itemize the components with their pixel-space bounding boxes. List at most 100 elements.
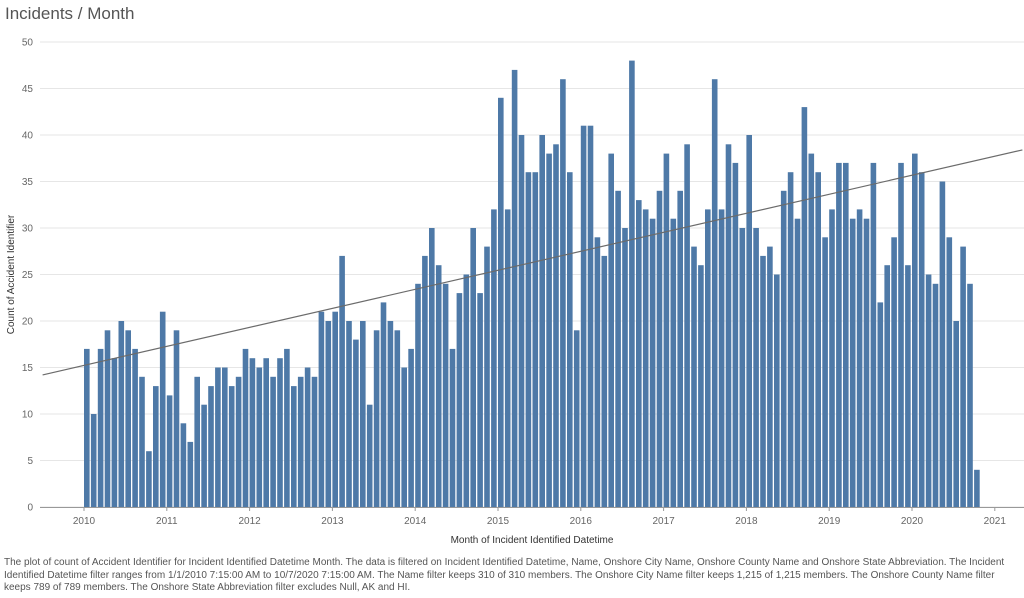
bar [353, 339, 359, 507]
bar [249, 358, 256, 507]
x-tick-label: 2018 [735, 516, 758, 527]
bar [587, 125, 594, 507]
bar [801, 107, 808, 507]
y-tick-label: 50 [22, 38, 34, 49]
bar [90, 414, 97, 507]
bar [753, 228, 759, 507]
bar [953, 321, 959, 507]
bar [104, 330, 111, 507]
bar [346, 321, 352, 507]
bar [373, 330, 380, 507]
bar [297, 376, 304, 507]
bar [670, 218, 677, 507]
bar [787, 172, 794, 507]
bar [573, 330, 580, 507]
bar [442, 283, 449, 507]
bar [235, 376, 242, 507]
bar [511, 69, 518, 508]
bar [132, 348, 138, 507]
bar [215, 367, 221, 507]
bar [594, 237, 601, 508]
bar [684, 144, 690, 508]
bar [366, 404, 373, 507]
bar [277, 358, 283, 507]
bar [270, 376, 276, 507]
bar [691, 246, 697, 507]
bar [849, 218, 856, 507]
bar [380, 302, 387, 507]
bar [422, 255, 428, 507]
bar [705, 209, 711, 507]
y-tick-label: 30 [22, 224, 34, 235]
bar [774, 274, 780, 507]
chart-caption: The plot of count of Accident Identifier… [4, 557, 1005, 593]
bar [387, 321, 394, 507]
bar [463, 274, 470, 507]
bar [553, 144, 559, 508]
y-tick-label: 20 [22, 317, 34, 328]
bar [408, 348, 414, 507]
bar [518, 135, 525, 507]
x-tick-label: 2012 [238, 516, 261, 527]
bar [608, 153, 614, 507]
bar [905, 265, 911, 507]
bar [173, 330, 180, 507]
bar [601, 255, 608, 507]
bar [629, 60, 635, 507]
bar [912, 153, 918, 507]
bar [856, 209, 863, 507]
bar [925, 274, 932, 507]
bar [118, 321, 125, 507]
bar [960, 246, 966, 507]
bar [967, 283, 973, 507]
bar [829, 209, 835, 507]
bar [97, 348, 104, 507]
bar [698, 265, 704, 507]
y-tick-label: 40 [22, 131, 34, 142]
bar [932, 283, 939, 507]
bar [711, 79, 718, 507]
x-tick-label: 2020 [901, 516, 924, 527]
bar [836, 162, 842, 507]
chart-title: Incidents / Month [5, 4, 135, 23]
bar [477, 293, 483, 507]
bar [429, 228, 435, 507]
bar [125, 330, 131, 507]
x-tick-label: 2013 [321, 516, 344, 527]
bar [891, 237, 897, 508]
y-tick-label: 0 [27, 503, 33, 514]
bar [843, 162, 849, 507]
bar [877, 302, 884, 507]
bar [194, 376, 200, 507]
bar [222, 367, 228, 507]
bar [504, 209, 511, 507]
bar [180, 423, 187, 507]
y-tick-label: 10 [22, 410, 34, 421]
bar [304, 367, 311, 507]
bar [435, 265, 442, 507]
bar [539, 135, 545, 507]
bar [718, 209, 725, 507]
bar [525, 172, 532, 507]
bar [153, 386, 159, 507]
bar [580, 125, 587, 507]
bar [339, 255, 345, 507]
bar [491, 209, 497, 507]
bar [415, 283, 421, 507]
bar [449, 348, 456, 507]
bar [484, 246, 490, 507]
bar [780, 190, 787, 508]
bar [746, 135, 752, 507]
bar [918, 172, 925, 507]
bar [615, 190, 621, 508]
bar [139, 376, 145, 507]
bar [284, 348, 290, 507]
y-axis-title: Count of Accident Identifier [6, 214, 17, 334]
bar [567, 172, 573, 507]
x-tick-label: 2019 [818, 516, 841, 527]
bar [242, 348, 249, 507]
bar [360, 321, 366, 507]
x-tick-label: 2015 [487, 516, 510, 527]
x-tick-label: 2010 [73, 516, 96, 527]
bar [794, 218, 801, 507]
